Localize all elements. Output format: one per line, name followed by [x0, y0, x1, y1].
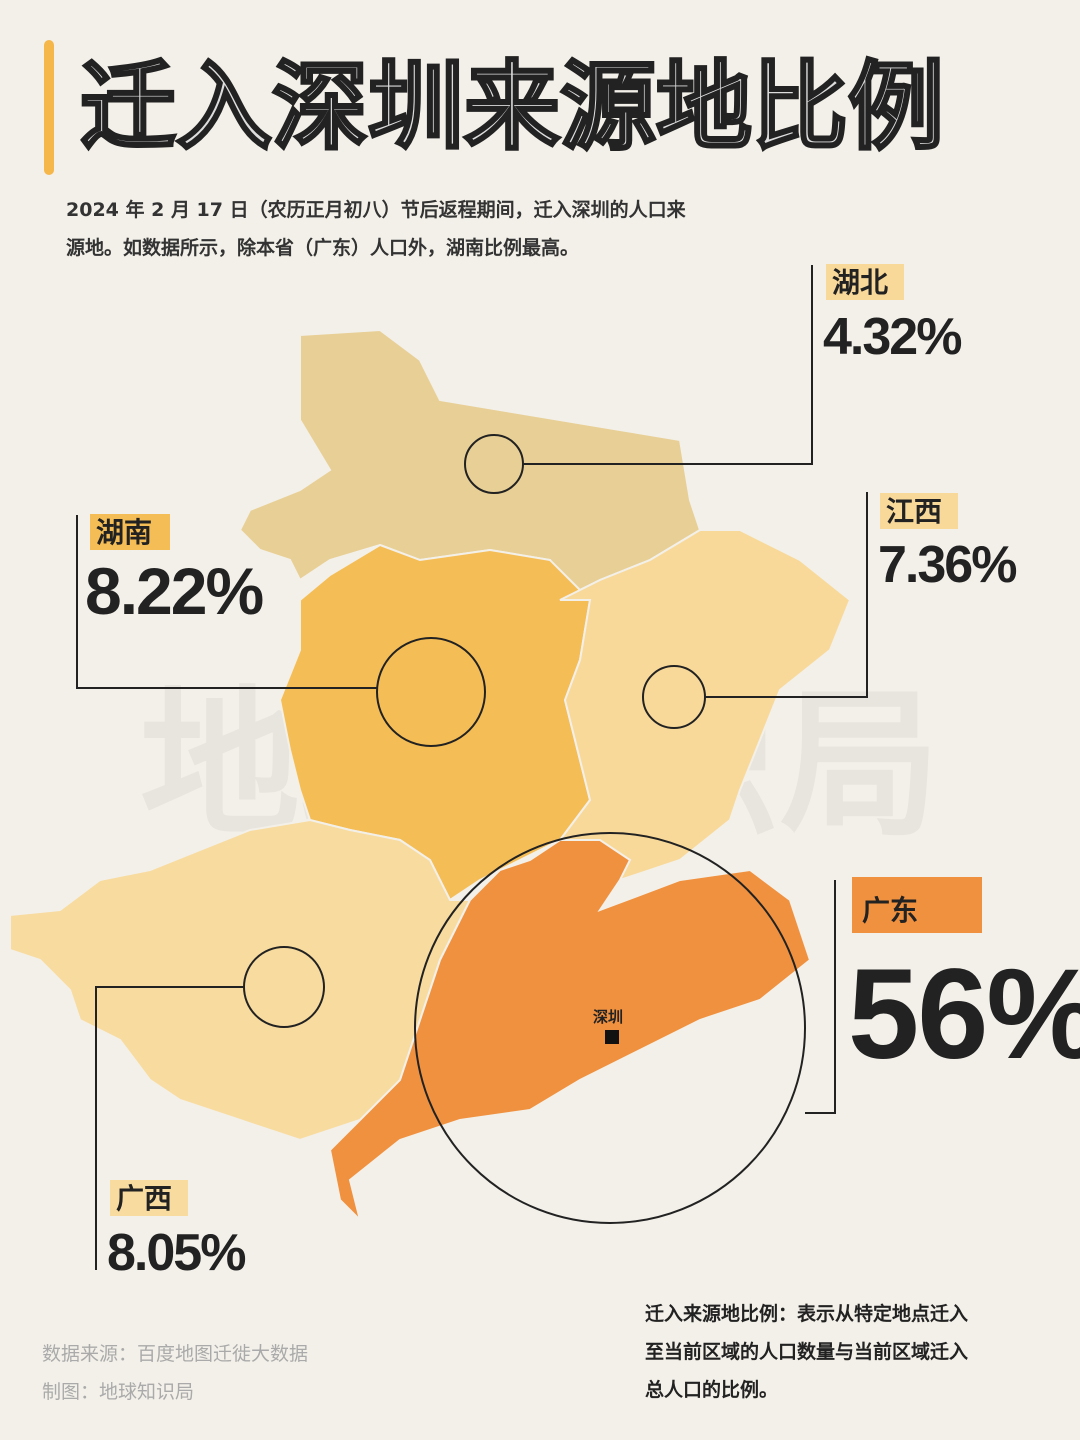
subtitle: 源地。如数据所示，除本省（广东）人口外，湖南比例最高。: [66, 236, 579, 259]
region-value: 7.36%: [878, 536, 1016, 594]
callouts: 湖北 4.32% 湖南 8.22% 江西 7.36% 广东 56% 广西 8.0…: [76, 264, 1080, 1282]
note: 迁入来源地比例：表示从特定地点迁入: [645, 1302, 968, 1325]
region-value: 8.05%: [107, 1224, 245, 1282]
note: 至当前区域的人口数量与当前区域迁入: [645, 1340, 968, 1363]
leader-line: [705, 492, 868, 698]
label-bg: [880, 493, 958, 529]
title-bar: [44, 40, 54, 175]
title: 迁入深圳来源地比例: [80, 50, 944, 163]
region-name: 广东: [862, 894, 918, 927]
label-bg: [110, 1180, 188, 1216]
region-value: 8.22%: [85, 554, 262, 628]
label-bg: [826, 264, 904, 300]
label-bg: [90, 514, 170, 550]
city-label: 深圳: [593, 1008, 623, 1026]
region-value: 4.32%: [823, 308, 961, 366]
region-name: 江西: [886, 495, 942, 528]
guangdong: [328, 839, 812, 1224]
region-value: 56%: [848, 943, 1080, 1086]
leader-line: [95, 986, 244, 1270]
label-bg: [852, 877, 982, 933]
region-name: 广西: [116, 1182, 172, 1215]
leader-line: [76, 515, 377, 689]
ring: [376, 637, 486, 747]
source: 数据来源：百度地图迁徙大数据: [42, 1343, 308, 1365]
ring: [414, 832, 806, 1224]
note: 总人口的比例。: [645, 1378, 778, 1401]
subtitle: 2024 年 2 月 17 日（农历正月初八）节后返程期间，迁入深圳的人口来: [66, 198, 686, 221]
region-name: 湖南: [96, 516, 152, 549]
maker: 制图：地球知识局: [42, 1381, 194, 1403]
leader-line: [523, 265, 813, 465]
jiangxi: [558, 529, 852, 912]
leader-line: [805, 880, 836, 1114]
map: 深圳: [9, 328, 852, 1224]
city-marker: [605, 1030, 619, 1044]
region-name: 湖北: [832, 266, 888, 299]
